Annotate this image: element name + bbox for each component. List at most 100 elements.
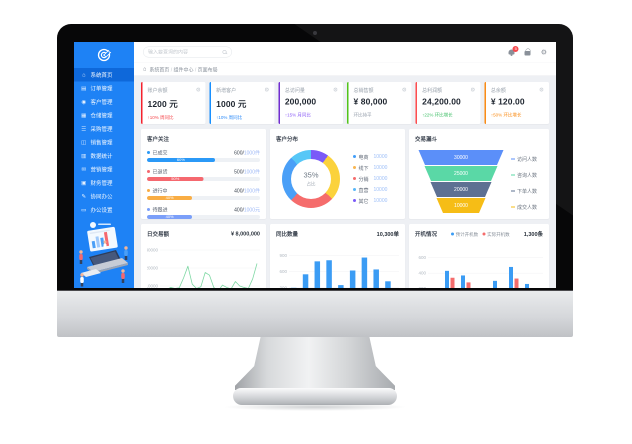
grouped-legend-item[interactable]: 预计开机数: [451, 231, 478, 238]
sidebar-item-office[interactable]: ✎ 协同办公: [74, 190, 134, 204]
progress-fill: 50%: [147, 177, 204, 181]
kpi-gear-icon[interactable]: ⚙: [195, 87, 201, 93]
kpi-gear-icon[interactable]: ⚙: [401, 87, 407, 93]
progress-row: 待跟进 400/1000元 40%: [147, 206, 260, 219]
marketing-icon: ✉: [81, 166, 87, 173]
breadcrumb: ⌂ 系统首页 / 组件中心 / 页面布局: [134, 62, 556, 76]
breadcrumb-separator: /: [169, 67, 174, 73]
grouped-legend-item[interactable]: 实际开机数: [482, 231, 510, 238]
kpi-title: 账户余额: [147, 88, 168, 94]
progress-track: 60%: [147, 158, 260, 162]
kpi-card: 总访问量 ⚙ 200,000 ↑15% 月同比: [278, 82, 343, 124]
legend-label: 电商: [358, 154, 369, 161]
sidebar-item-finance[interactable]: ▣ 财务管理: [74, 176, 134, 190]
topbar: 5 ⚙: [134, 42, 556, 62]
progress-denominator: 1000件: [243, 169, 260, 176]
kpi-value: 24,200.00: [422, 97, 461, 107]
progress-dot: [147, 169, 150, 173]
funnel-label-text: 成交人数: [517, 205, 537, 211]
progress-value: 400/1000件: [234, 188, 260, 195]
funnel-label-text: 访问人数: [517, 157, 537, 163]
kpi-card-header: 总利润额 ⚙: [422, 86, 475, 94]
donut-legend-item[interactable]: 直营 10000: [353, 184, 387, 195]
progress-value: 600/1000件: [234, 150, 260, 157]
kpi-gear-icon[interactable]: ⚙: [264, 87, 270, 93]
donut-legend-item[interactable]: 分销 10000: [353, 173, 387, 184]
kpi-card: 总余额 ⚙ ¥ 120.00 ↑50% 环比增长: [484, 82, 549, 124]
sidebar-item-label: 订单管理: [90, 85, 113, 92]
sidebar-item-sales[interactable]: ◫ 销售管理: [74, 136, 134, 150]
kpi-value: 200,000: [284, 97, 317, 107]
funnel-layer: 10000: [437, 198, 486, 213]
donut-legend-item[interactable]: 线下 10000: [353, 162, 387, 173]
kpi-subtext: ↑10% 周同比: [147, 115, 174, 120]
app-logo[interactable]: [74, 42, 134, 68]
kpi-gear-icon[interactable]: ⚙: [539, 87, 544, 93]
svg-text:10000: 10000: [147, 284, 158, 289]
grouped-bar-chart: 600 400 200: [415, 241, 543, 288]
breadcrumb-item[interactable]: 页面布局: [197, 67, 218, 73]
breadcrumb-item[interactable]: 系统首页: [149, 67, 170, 73]
sidebar-item-marketing[interactable]: ✉ 营销管理: [74, 163, 134, 177]
sidebar-item-purchase[interactable]: ☰ 采购管理: [74, 122, 134, 136]
finance-icon: ▣: [81, 180, 87, 186]
donut-legend-item[interactable]: 其它 10000: [353, 195, 387, 206]
donut-legend-item[interactable]: 电商 10000: [353, 151, 387, 162]
office-icon: ✎: [81, 193, 87, 200]
breadcrumb-item[interactable]: 组件中心: [173, 67, 194, 73]
progress-denominator: 1000件: [243, 188, 260, 195]
legend-dot: [353, 155, 356, 158]
progress-row-header: 待跟进 400/1000元: [147, 206, 260, 214]
kpi-gear-icon[interactable]: ⚙: [333, 87, 338, 93]
home-icon: ⌂: [143, 66, 147, 72]
sidebar-item-warehouse[interactable]: ▦ 仓储管理: [74, 109, 134, 123]
progress-row-header: 已退货 500/1000件: [147, 168, 260, 176]
sidebar-item-stats[interactable]: ▥ 数据统计: [74, 149, 134, 163]
panel-grouped-bar-chart: 开机情况 预计开机数 实际开机数 1,300条 600 400 200: [409, 224, 549, 288]
progress-label: 进行中: [152, 188, 168, 195]
breadcrumb-separator: /: [193, 67, 198, 73]
sidebar-item-settings[interactable]: ▭ 办公设置: [74, 203, 134, 217]
search-box[interactable]: [143, 46, 232, 58]
search-input[interactable]: [148, 49, 223, 55]
kpi-title: 总余额: [490, 88, 506, 94]
sidebar-item-orders[interactable]: ▤ 订单管理: [74, 82, 134, 96]
search-icon[interactable]: [222, 49, 228, 55]
kpi-gear-icon[interactable]: ⚙: [470, 87, 476, 93]
panel-total: ¥ 8,000,000: [230, 231, 260, 237]
sidebar-item-home[interactable]: ⌂ 系统首页: [74, 68, 134, 82]
progress-row: 已成交 600/1000件 60%: [147, 149, 260, 162]
progress-track: 40%: [147, 196, 260, 200]
sidebar-item-label: 采购管理: [90, 126, 113, 133]
funnel-label-tick: [511, 206, 515, 208]
sidebar-item-customers[interactable]: ◉ 客户管理: [74, 95, 134, 109]
kpi-card: 总销售额 ⚙ ¥ 80,000 环比持平: [346, 82, 412, 124]
settings-gear-icon[interactable]: ⚙: [540, 48, 547, 56]
dashboard-content: 账户余额 ⚙ 1200 元 ↑10% 周同比 新增客户 ⚙ 1000 元 ↑10% 周同比 总访…: [134, 76, 556, 288]
svg-text:900: 900: [279, 253, 287, 258]
progress-denominator: 1000件: [243, 150, 260, 157]
funnel-label: 下单人数: [511, 187, 537, 195]
sidebar-item-label: 销售管理: [90, 139, 113, 146]
progress-value: 400/1000元: [234, 207, 260, 214]
legend-dot: [353, 177, 356, 180]
sidebar-item-label: 客户管理: [90, 99, 113, 106]
panel-total: 10,300单: [376, 231, 399, 238]
sidebar-item-label: 数据统计: [90, 153, 113, 160]
lock-icon[interactable]: [524, 48, 531, 56]
sidebar-menu: ⌂ 系统首页 ▤ 订单管理 ◉ 客户管理 ▦ 仓储管理 ☰ 采购管理 ◫ 销售管理 ▥ 数据统计 ✉ 营销管理…: [74, 68, 134, 217]
panel-daily-line-chart: 日交易额 ¥ 8,000,000 30000 20000 10000: [141, 224, 266, 288]
kpi-card: 新增客户 ⚙ 1000 元 ↑10% 周同比: [209, 82, 275, 124]
panel-title: 日交易额: [147, 231, 169, 238]
progress-dot: [147, 207, 150, 211]
panel-title: 客户分布: [276, 136, 298, 143]
kpi-card-header: 账户余额 ⚙: [148, 86, 201, 94]
notifications-button[interactable]: 5: [508, 46, 519, 55]
customer-icon: ◉: [81, 99, 87, 105]
progress-row: 已退货 500/1000件 50%: [147, 168, 260, 181]
bell-icon: [508, 49, 515, 55]
donut-center-value: 35%: [303, 171, 319, 180]
kpi-card-header: 总销售额 ⚙: [353, 86, 406, 94]
progress-track: 50%: [147, 177, 260, 181]
